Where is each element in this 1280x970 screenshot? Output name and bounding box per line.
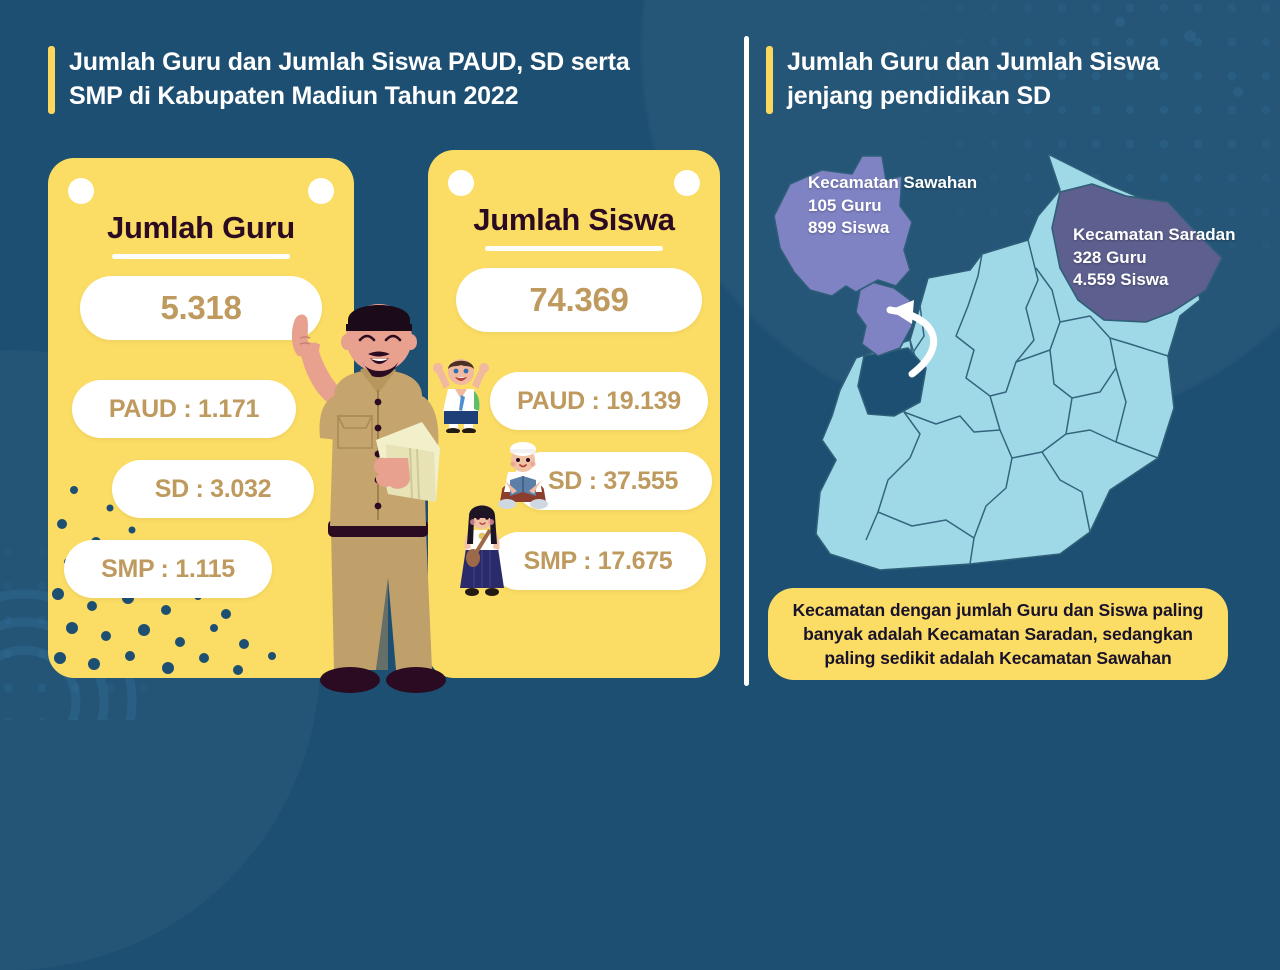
summary-note-text: Kecamatan dengan jumlah Guru dan Siswa p… xyxy=(792,599,1204,669)
summary-note-box: Kecamatan dengan jumlah Guru dan Siswa p… xyxy=(768,588,1228,680)
guru-paud-value: PAUD : 1.171 xyxy=(72,380,296,438)
siswa-smp-value: SMP : 17.675 xyxy=(490,532,706,590)
stat-card-jumlah-guru: Jumlah Guru 5.318 PAUD : 1.171 SD : 3.03… xyxy=(48,158,354,678)
map-label-sawahan: Kecamatan Sawahan 105 Guru 899 Siswa xyxy=(808,173,978,238)
guru-sd-value: SD : 3.032 xyxy=(112,460,314,518)
guru-total-value: 5.318 xyxy=(80,276,322,340)
title-accent-bar xyxy=(766,46,773,114)
stat-card-jumlah-siswa: Jumlah Siswa 74.369 PAUD : 19.139 SD : 3… xyxy=(428,150,720,678)
card-punch-hole-right xyxy=(308,178,334,204)
map-label-saradan: Kecamatan Saradan 328 Guru 4.559 Siswa xyxy=(1073,225,1236,290)
card-heading-guru: Jumlah Guru xyxy=(107,210,295,245)
title-accent-bar xyxy=(48,46,55,114)
left-title-text: Jumlah Guru dan Jumlah Siswa PAUD, SD se… xyxy=(69,48,630,110)
siswa-total-value: 74.369 xyxy=(456,268,702,332)
card-heading-rule xyxy=(485,246,663,251)
siswa-sd-value: SD : 37.555 xyxy=(514,452,712,510)
right-title-text: Jumlah Guru dan Jumlah Siswa jenjang pen… xyxy=(787,48,1160,110)
card-heading-rule xyxy=(112,254,290,259)
card-punch-hole-left xyxy=(448,170,474,196)
guru-smp-value: SMP : 1.115 xyxy=(64,540,272,598)
card-heading-siswa: Jumlah Siswa xyxy=(473,202,675,237)
right-panel-title: Jumlah Guru dan Jumlah Siswa jenjang pen… xyxy=(766,46,1236,114)
card-punch-hole-right xyxy=(674,170,700,196)
card-punch-hole-left xyxy=(68,178,94,204)
siswa-paud-value: PAUD : 19.139 xyxy=(490,372,708,430)
panel-divider xyxy=(744,36,749,686)
left-panel-title: Jumlah Guru dan Jumlah Siswa PAUD, SD se… xyxy=(48,46,708,114)
